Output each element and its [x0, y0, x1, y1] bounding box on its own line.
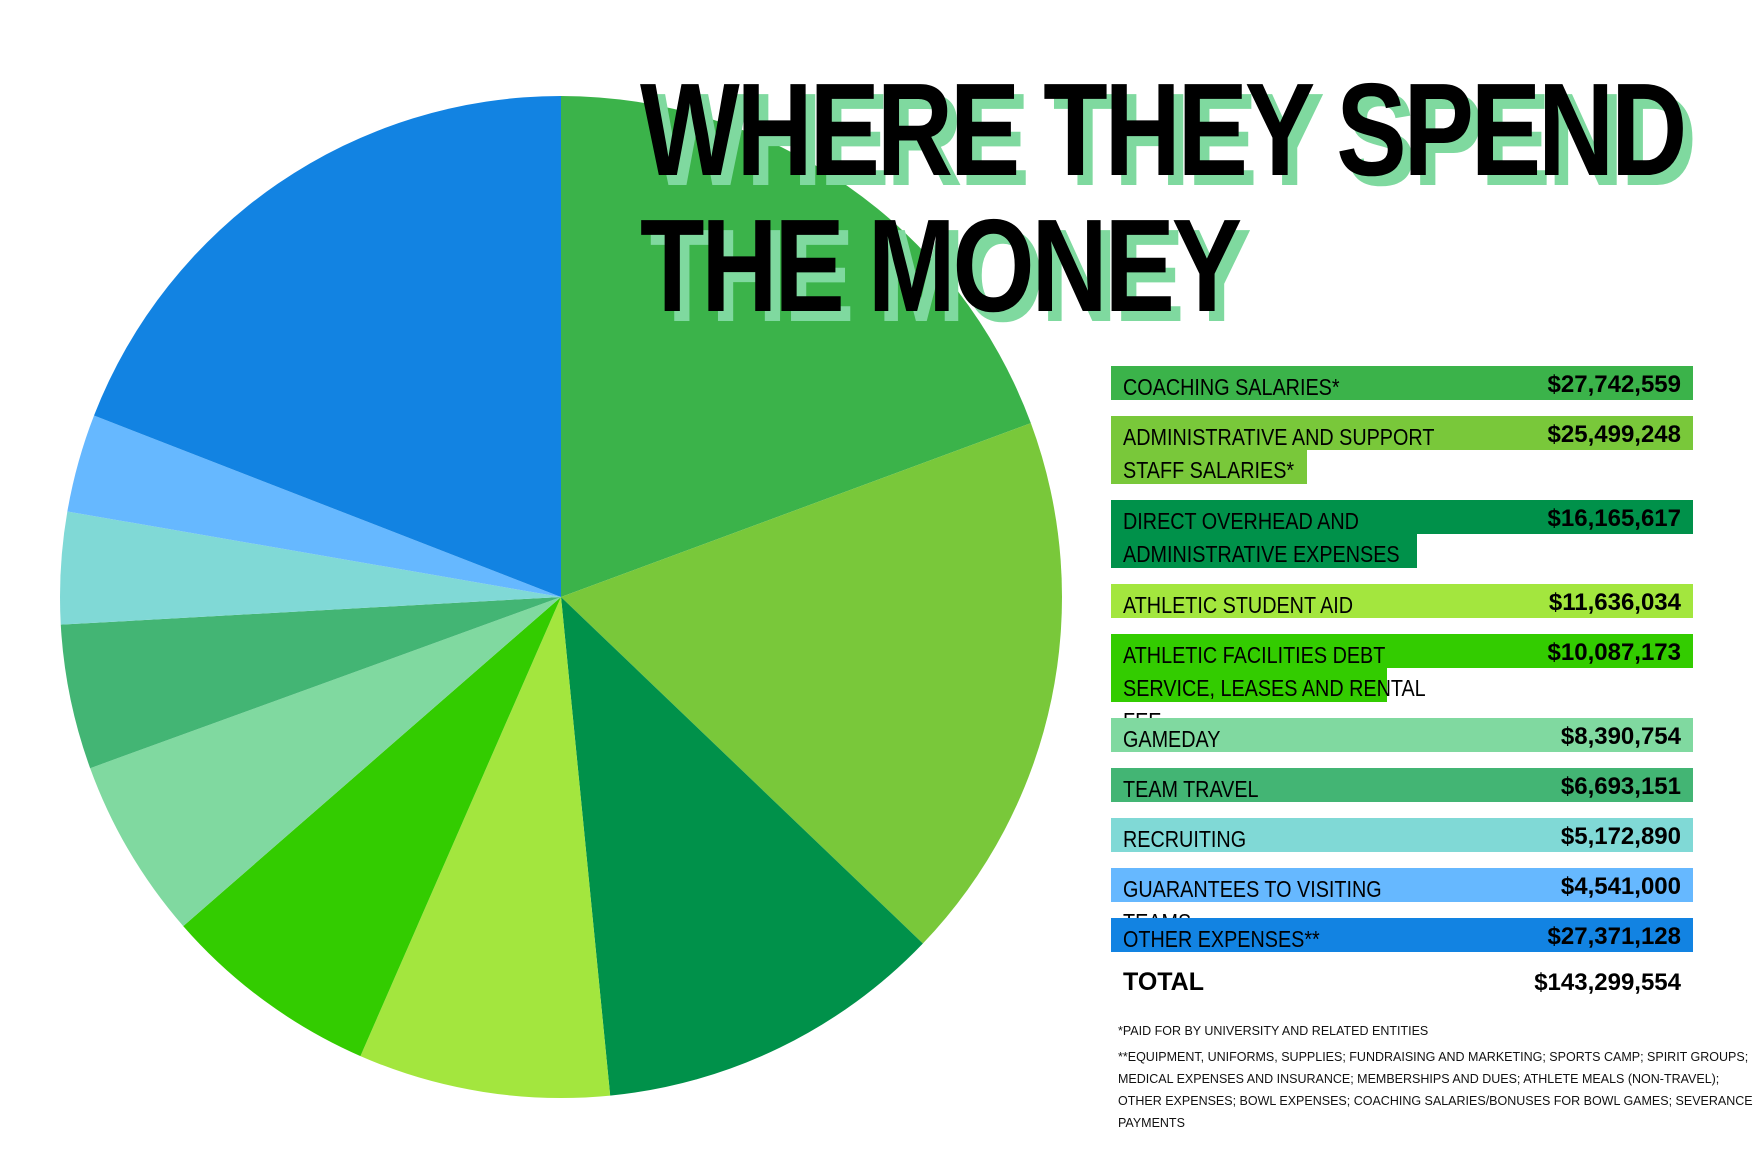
legend-value: $4,541,000 — [1560, 873, 1681, 900]
legend-row-team-travel: TEAM TRAVEL $6,693,151 — [1111, 768, 1693, 802]
legend-value: $11,636,034 — [1548, 589, 1681, 616]
legend-label: RECRUITING — [1123, 826, 1247, 852]
legend-label: OTHER EXPENSES** — [1123, 926, 1320, 952]
pie-slice-other-expenses — [94, 96, 561, 597]
legend-label: GAMEDAY — [1123, 726, 1221, 752]
pie-slice-gameday — [90, 597, 561, 927]
pie-slice-administrative-and-support-staff-salaries — [561, 423, 1062, 944]
legend-bar — [1111, 416, 1693, 450]
footnote-2: **EQUIPMENT, UNIFORMS, SUPPLIES; FUNDRAI… — [1118, 1050, 1753, 1130]
chart-title-line-2: THE MONEY — [640, 192, 1242, 339]
legend-row-other-expenses: OTHER EXPENSES** $27,371,128 — [1111, 918, 1693, 952]
legend-bar — [1111, 500, 1693, 534]
footnote-1: *PAID FOR BY UNIVERSITY AND RELATED ENTI… — [1118, 1024, 1429, 1038]
legend-value: $27,742,559 — [1547, 371, 1681, 398]
legend-row-coaching-salaries: COACHING SALARIES* $27,742,559 — [1111, 366, 1693, 400]
legend-bar — [1111, 868, 1693, 902]
pie-slice-athletic-facilities-debt-service-leases-and-rental-fee — [183, 597, 561, 1057]
pie-slice-guarantees-to-visiting-teams — [67, 415, 562, 597]
pie-chart-svg — [60, 96, 1062, 1098]
legend-bar — [1111, 918, 1693, 952]
pie-slice-direct-overhead-and-administrative-expenses — [561, 597, 923, 1096]
total-row: TOTAL $143,299,554 — [1123, 968, 1681, 997]
legend-bar-continuation — [1111, 450, 1307, 484]
legend-bar-continuation — [1111, 534, 1417, 568]
legend-row-administrative-staff-salaries: ADMINISTRATIVE AND SUPPORT STAFF SALARIE… — [1111, 416, 1693, 484]
legend-label: COACHING SALARIES* — [1123, 374, 1340, 400]
pie-slice-team-travel — [60, 597, 562, 769]
legend-row-gameday: GAMEDAY $8,390,754 — [1111, 718, 1693, 752]
legend-row-facilities-debt-service: ATHLETIC FACILITIES DEBT SERVICE, LEASES… — [1111, 634, 1693, 734]
legend-bar — [1111, 634, 1693, 668]
legend-value: $8,390,754 — [1560, 723, 1681, 750]
legend-row-direct-overhead: DIRECT OVERHEAD AND ADMINISTRATIVE EXPEN… — [1111, 500, 1693, 568]
pie-chart — [60, 96, 1062, 1098]
legend-bar — [1111, 366, 1693, 400]
legend-label: TEAM TRAVEL — [1123, 776, 1259, 802]
legend-value: $27,371,128 — [1547, 923, 1681, 950]
legend-bar-continuation — [1111, 668, 1387, 702]
legend-label: ADMINISTRATIVE AND SUPPORT STAFF SALARIE… — [1123, 424, 1435, 483]
pie-slice-coaching-salaries — [561, 96, 1031, 597]
chart-title: WHERE THEY SPEND THE MONEY — [640, 56, 1687, 339]
legend-value: $10,087,173 — [1547, 639, 1681, 666]
legend-bar — [1111, 718, 1693, 752]
legend-value: $16,165,617 — [1547, 505, 1681, 532]
legend-row-athletic-student-aid: ATHLETIC STUDENT AID $11,636,034 — [1111, 584, 1693, 618]
legend-value: $6,693,151 — [1560, 773, 1681, 800]
legend-row-recruiting: RECRUITING $5,172,890 — [1111, 818, 1693, 852]
legend-label: DIRECT OVERHEAD AND ADMINISTRATIVE EXPEN… — [1123, 508, 1400, 567]
legend-bar — [1111, 768, 1693, 802]
total-value: $143,299,554 — [1534, 969, 1681, 996]
pie-slice-athletic-student-aid — [360, 597, 611, 1098]
legend-bar — [1111, 584, 1693, 618]
legend-label: ATHLETIC FACILITIES DEBT SERVICE, LEASES… — [1123, 642, 1425, 734]
legend: COACHING SALARIES* $27,742,559 ADMINISTR… — [1111, 366, 1693, 968]
pie-slice-recruiting — [60, 511, 562, 625]
legend-label: ATHLETIC STUDENT AID — [1123, 592, 1354, 618]
legend-bar — [1111, 818, 1693, 852]
legend-value: $5,172,890 — [1560, 823, 1681, 850]
legend-value: $25,499,248 — [1547, 421, 1681, 448]
legend-row-guarantees: GUARANTEES TO VISITING TEAMS $4,541,000 — [1111, 868, 1693, 935]
footnotes: *PAID FOR BY UNIVERSITY AND RELATED ENTI… — [1118, 1020, 1758, 1138]
total-label: TOTAL — [1123, 968, 1205, 996]
chart-title-line-1: WHERE THEY SPEND — [640, 56, 1687, 203]
